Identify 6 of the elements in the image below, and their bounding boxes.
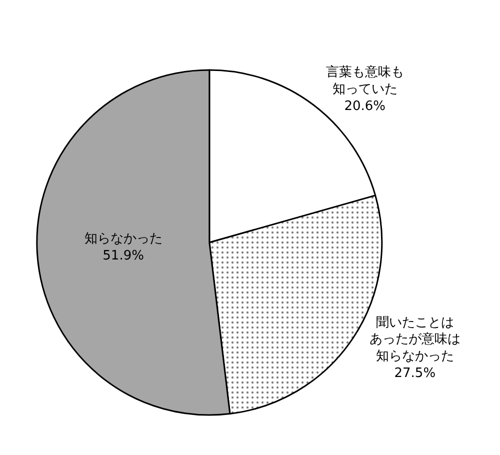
slice-label: 知らなかった (84, 232, 162, 247)
slice-label: 聞いたことはあったが意味は知らなかった (369, 315, 460, 364)
data-label: 51.9% (102, 248, 144, 264)
slice-label: 言葉も意味も知っていた (326, 64, 404, 98)
data-label: 20.6% (344, 98, 386, 114)
data-label: 27.5% (394, 366, 436, 382)
